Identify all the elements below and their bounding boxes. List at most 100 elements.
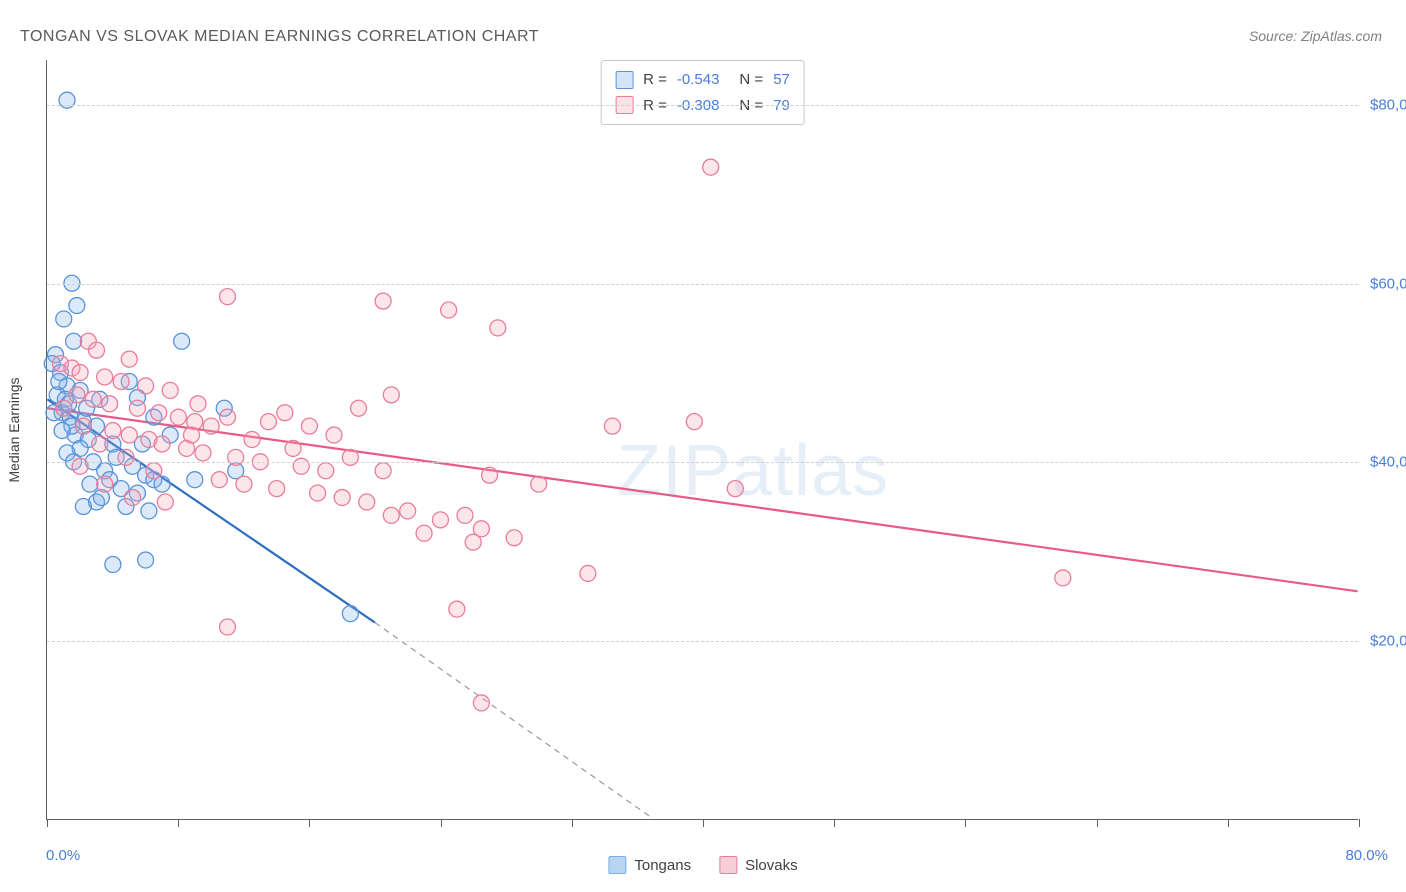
data-point (157, 494, 173, 510)
data-point (260, 414, 276, 430)
data-point (441, 302, 457, 318)
plot-svg (47, 60, 1358, 819)
data-point (102, 396, 118, 412)
x-axis-start-label: 0.0% (46, 847, 80, 864)
data-point (473, 695, 489, 711)
data-point (151, 405, 167, 421)
data-point (51, 373, 67, 389)
data-point (211, 472, 227, 488)
legend-label: Tongans (634, 857, 691, 874)
data-point (457, 507, 473, 523)
gridline-h (47, 462, 1358, 463)
gridline-h (47, 284, 1358, 285)
y-tick-label: $60,000 (1362, 275, 1406, 292)
legend-item: Slovaks (719, 856, 798, 874)
y-tick-label: $80,000 (1362, 96, 1406, 113)
data-point (531, 476, 547, 492)
x-tick (47, 819, 48, 827)
stats-row: R = -0.543N = 57 (615, 67, 790, 93)
legend-label: Slovaks (745, 857, 798, 874)
y-tick-label: $20,000 (1362, 633, 1406, 650)
data-point (56, 311, 72, 327)
data-point (318, 463, 334, 479)
data-point (432, 512, 448, 528)
data-point (506, 530, 522, 546)
data-point (69, 387, 85, 403)
data-point (72, 365, 88, 381)
data-point (138, 552, 154, 568)
data-point (277, 405, 293, 421)
data-point (301, 418, 317, 434)
legend-item: Tongans (608, 856, 691, 874)
x-tick (178, 819, 179, 827)
data-point (383, 507, 399, 523)
data-point (69, 298, 85, 314)
data-point (138, 378, 154, 394)
data-point (113, 373, 129, 389)
data-point (54, 423, 70, 439)
x-tick (1097, 819, 1098, 827)
data-point (383, 387, 399, 403)
correlation-stats-box: R = -0.543N = 57R = -0.308N = 79 (600, 60, 805, 125)
plot-area: ZIPatlas R = -0.543N = 57R = -0.308N = 7… (46, 60, 1358, 820)
x-tick (703, 819, 704, 827)
data-point (174, 333, 190, 349)
data-point (195, 445, 211, 461)
data-point (170, 409, 186, 425)
data-point (56, 400, 72, 416)
data-point (75, 418, 91, 434)
data-point (375, 293, 391, 309)
data-point (334, 490, 350, 506)
legend-swatch (608, 856, 626, 874)
data-point (1055, 570, 1071, 586)
stats-r-label: R = (643, 67, 667, 93)
x-tick (309, 819, 310, 827)
data-point (465, 534, 481, 550)
data-point (105, 423, 121, 439)
data-point (154, 436, 170, 452)
y-tick-label: $40,000 (1362, 454, 1406, 471)
data-point (129, 400, 145, 416)
data-point (416, 525, 432, 541)
data-point (285, 440, 301, 456)
bottom-legend: Tongans Slovaks (608, 856, 797, 874)
x-axis-end-label: 80.0% (1345, 847, 1388, 864)
source-attribution: Source: ZipAtlas.com (1249, 28, 1382, 44)
data-point (604, 418, 620, 434)
data-point (89, 342, 105, 358)
data-point (293, 458, 309, 474)
data-point (359, 494, 375, 510)
legend-swatch (719, 856, 737, 874)
stats-n-label: N = (739, 67, 763, 93)
data-point (220, 289, 236, 305)
data-point (141, 503, 157, 519)
data-point (375, 463, 391, 479)
gridline-h (47, 105, 1358, 106)
data-point (72, 458, 88, 474)
x-tick (834, 819, 835, 827)
data-point (220, 409, 236, 425)
data-point (449, 601, 465, 617)
data-point (580, 565, 596, 581)
x-tick (441, 819, 442, 827)
data-point (351, 400, 367, 416)
data-point (75, 498, 91, 514)
data-point (105, 557, 121, 573)
data-point (97, 369, 113, 385)
data-point (187, 472, 203, 488)
data-point (342, 606, 358, 622)
data-point (686, 414, 702, 430)
data-point (146, 463, 162, 479)
data-point (727, 481, 743, 497)
data-point (703, 159, 719, 175)
data-point (482, 467, 498, 483)
data-point (310, 485, 326, 501)
data-point (326, 427, 342, 443)
x-tick (1359, 819, 1360, 827)
data-point (244, 432, 260, 448)
data-point (97, 476, 113, 492)
stats-swatch (615, 71, 633, 89)
data-point (400, 503, 416, 519)
data-point (125, 490, 141, 506)
x-tick (1228, 819, 1229, 827)
